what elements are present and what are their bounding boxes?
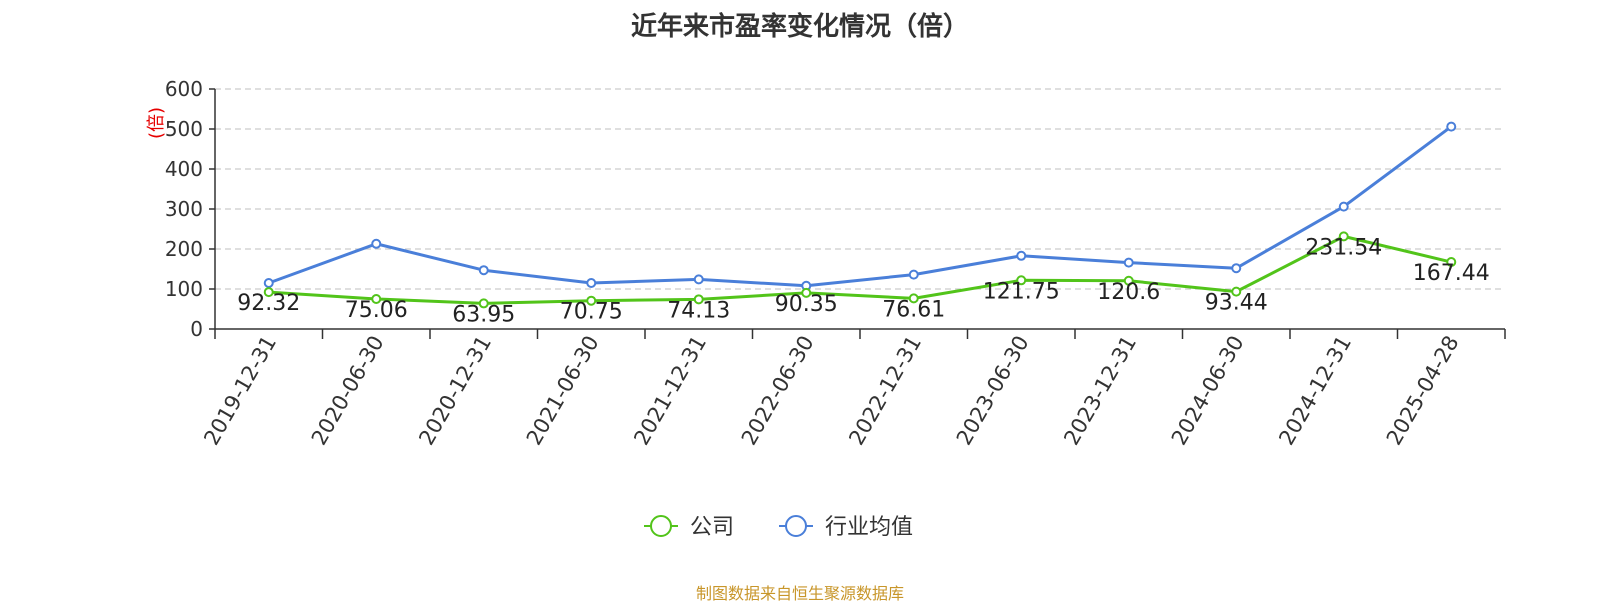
x-tick-label: 2021-12-31 xyxy=(629,332,711,450)
y-tick-label: 500 xyxy=(165,117,203,141)
series-line-0 xyxy=(268,234,1452,305)
x-tick-label: 2022-12-31 xyxy=(844,332,926,450)
x-tick-label: 2020-06-30 xyxy=(307,332,389,450)
series-point-1 xyxy=(1446,121,1457,132)
series-point-0 xyxy=(478,298,489,309)
data-label: 121.75 xyxy=(983,279,1060,304)
series-point-1 xyxy=(1016,250,1027,261)
x-tick-label: 2021-06-30 xyxy=(522,332,604,450)
data-label: 63.95 xyxy=(452,302,515,327)
series-point-1 xyxy=(1123,257,1134,268)
y-tick-label: 400 xyxy=(165,157,203,181)
x-tick-label: 2024-12-31 xyxy=(1274,332,1356,450)
series-point-1 xyxy=(908,269,919,280)
series-point-1 xyxy=(1231,263,1242,274)
y-axis-unit-label: (倍) xyxy=(146,107,167,139)
series-point-0 xyxy=(1231,286,1242,297)
series-lines xyxy=(263,121,1457,309)
data-label: 75.06 xyxy=(345,298,408,323)
series-point-0 xyxy=(1016,275,1027,286)
x-tick-label: 2023-12-31 xyxy=(1059,332,1141,450)
series-point-0 xyxy=(801,287,812,298)
y-tick-label: 200 xyxy=(165,237,203,261)
data-label: 120.6 xyxy=(1097,280,1160,305)
data-label: 90.35 xyxy=(775,292,838,317)
data-label: 70.75 xyxy=(560,300,623,325)
series-point-1 xyxy=(1338,201,1349,212)
series-point-0 xyxy=(693,294,704,305)
series-point-0 xyxy=(371,293,382,304)
series-point-1 xyxy=(693,274,704,285)
data-label: 74.13 xyxy=(667,298,730,323)
legend[interactable]: 公司 行业均值 xyxy=(644,515,913,540)
x-tick-label: 2025-04-28 xyxy=(1382,332,1464,450)
series-point-1 xyxy=(371,238,382,249)
legend-marker xyxy=(785,515,807,537)
legend-item-0[interactable]: 公司 xyxy=(644,515,734,540)
data-label: 92.32 xyxy=(237,291,300,316)
data-label: 93.44 xyxy=(1205,291,1268,316)
series-point-0 xyxy=(1446,257,1457,268)
chart-title: 近年来市盈率变化情况（倍） xyxy=(630,12,969,42)
y-tick-label: 0 xyxy=(190,317,203,341)
series-point-0 xyxy=(263,287,274,298)
y-tick-label: 100 xyxy=(165,277,203,301)
y-tick-label: 600 xyxy=(165,77,203,101)
series-point-0 xyxy=(908,293,919,304)
legend-item-1[interactable]: 行业均值 xyxy=(779,515,913,540)
x-tick-label: 2023-06-30 xyxy=(952,332,1034,450)
x-tick-label: 2022-06-30 xyxy=(737,332,819,450)
legend-marker xyxy=(650,515,672,537)
y-tick-label: 300 xyxy=(165,197,203,221)
data-source-note: 制图数据来自恒生聚源数据库 xyxy=(695,584,904,603)
series-point-0 xyxy=(1123,275,1134,286)
series-point-0 xyxy=(1338,231,1349,242)
axes: 0 100 200 300 400 500 600 (倍) 2019-12-31 2020-06-… xyxy=(146,77,1506,450)
legend-label: 公司 xyxy=(690,515,734,540)
legend-label: 行业均值 xyxy=(825,515,913,540)
data-label: 167.44 xyxy=(1413,261,1490,286)
series-point-1 xyxy=(586,278,597,288)
x-tick-label: 2020-12-31 xyxy=(414,332,496,450)
x-tick-label: 2019-12-31 xyxy=(199,332,281,450)
data-label: 76.61 xyxy=(882,297,945,322)
x-tick-label: 2024-06-30 xyxy=(1167,332,1249,450)
grid-lines xyxy=(215,88,1505,290)
data-labels: 92.32 75.06 63.95 70.75 74.13 90.35 76.61 121.7… xyxy=(237,235,1489,327)
series-point-1 xyxy=(263,278,274,288)
data-label: 231.54 xyxy=(1305,235,1382,260)
series-point-0 xyxy=(586,295,597,306)
series-line-1 xyxy=(268,125,1453,288)
series-point-1 xyxy=(478,265,489,276)
